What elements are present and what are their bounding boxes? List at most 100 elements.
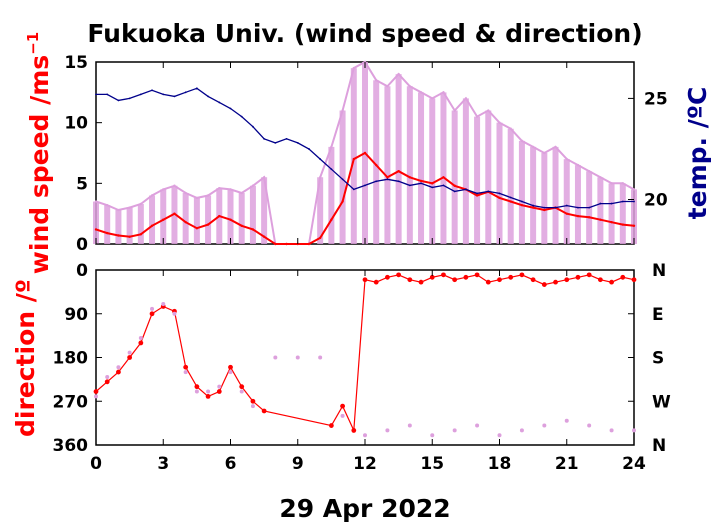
temp-point xyxy=(588,206,591,209)
dir_inst-point xyxy=(94,394,98,399)
wind_mean-point xyxy=(509,200,512,203)
wind-speed-axis-label: wind speed /ms−1 xyxy=(24,32,54,274)
compass-tick-label: N xyxy=(652,261,666,281)
temp-point xyxy=(442,184,445,187)
x-tick-label: 15 xyxy=(420,454,444,474)
dir-y-tick-label: 90 xyxy=(64,305,88,325)
x-tick-label: 9 xyxy=(292,454,304,474)
dir_inst-point xyxy=(363,433,367,438)
dir_inst-point xyxy=(452,428,457,433)
x-tick-label: 6 xyxy=(225,454,237,474)
dir-y-tick-label: 180 xyxy=(53,349,89,369)
wind_mean-point xyxy=(173,212,176,215)
dir_inst-point xyxy=(497,433,502,438)
wind_mean-point xyxy=(229,218,232,221)
wind_gust-point xyxy=(610,182,613,185)
x-axis-label: 29 Apr 2022 xyxy=(279,494,450,523)
dir_inst-point xyxy=(161,302,166,307)
dir_inst-point xyxy=(228,370,233,375)
dir-y-tick-label: 360 xyxy=(53,436,89,456)
dir_inst-point xyxy=(632,428,636,433)
temp-point xyxy=(285,137,288,140)
temp-point xyxy=(509,196,512,199)
wind_mean-point xyxy=(442,176,445,179)
dir_inst-point xyxy=(194,389,199,394)
wind_gust-point xyxy=(475,115,479,118)
wind_mean-point xyxy=(475,194,479,197)
temp-point xyxy=(621,200,624,203)
wind_mean-point xyxy=(408,176,412,179)
wind_gust-point xyxy=(587,170,591,173)
wind_gust-point xyxy=(576,163,580,167)
temp-point xyxy=(521,200,523,203)
wind_mean-point xyxy=(330,218,333,221)
wind_gust-point xyxy=(150,194,154,197)
compass-tick-label: S xyxy=(652,349,664,369)
wind_mean-point xyxy=(206,223,210,226)
temp-point xyxy=(577,206,579,209)
dir_inst-point xyxy=(340,413,345,418)
wind_gust-point xyxy=(375,79,378,82)
dir_inst-point xyxy=(385,428,390,433)
wind_mean-point xyxy=(576,214,580,218)
wind_mean-point xyxy=(363,151,367,155)
temp-point xyxy=(375,180,378,183)
wind_mean-point xyxy=(543,208,546,212)
wind_mean-point xyxy=(274,242,277,246)
wind_gust-point xyxy=(218,186,221,190)
compass-tick-label: E xyxy=(652,305,664,325)
wind_mean-point xyxy=(307,242,311,246)
compass-tick-label: W xyxy=(652,392,671,412)
wind-speed-axis-sup: −1 xyxy=(24,32,42,55)
temp-point xyxy=(341,178,344,181)
dir-y-tick-label: 0 xyxy=(76,261,88,281)
x-tick-label: 24 xyxy=(622,454,646,474)
temperature-axis-label: temp. /ºC xyxy=(683,87,712,220)
temp-point xyxy=(207,95,209,98)
wind_mean-point xyxy=(520,203,524,207)
wind_gust-point xyxy=(240,191,243,195)
dir_inst-point xyxy=(295,355,300,360)
wind_mean-point xyxy=(150,224,154,227)
wind_gust-point xyxy=(487,109,490,112)
temp-y-tick-label: 25 xyxy=(644,89,668,109)
wind_mean-point xyxy=(285,242,288,246)
wind_gust-point xyxy=(498,121,501,124)
wind_gust-point xyxy=(442,91,445,94)
wind_mean-point xyxy=(565,212,568,215)
temp-point xyxy=(386,178,389,181)
wind_gust-point xyxy=(330,145,333,149)
wind_gust-point xyxy=(531,145,535,149)
wind_gust-point xyxy=(206,194,210,197)
temp-point xyxy=(162,93,165,96)
dir_inst-point xyxy=(519,428,524,433)
wind-y-tick-label: 0 xyxy=(76,235,88,255)
wind_gust-point xyxy=(262,176,266,179)
temp-point xyxy=(240,115,243,118)
wind_mean-point xyxy=(240,224,243,227)
wind_gust-point xyxy=(117,208,120,212)
wind_gust-point xyxy=(520,139,524,143)
dir_inst-point xyxy=(206,389,211,394)
dir_inst-point xyxy=(116,365,121,370)
temp-point xyxy=(408,184,411,187)
temp-point xyxy=(308,148,310,150)
temp-point xyxy=(420,182,422,185)
wind_gust-point xyxy=(195,196,199,200)
tick-layer: 0 3 6 9 12 15 18 21 24 0 5 10 15 20 25 0 N 90 E 180 S 270 W 360… xyxy=(53,53,672,474)
wind_mean-point xyxy=(610,220,613,224)
dir-mean-line xyxy=(95,274,635,433)
wind_mean-point xyxy=(386,176,389,179)
wind_gust-point xyxy=(408,85,412,88)
wind_mean-point xyxy=(106,231,109,235)
dir_inst-point xyxy=(318,355,323,360)
dir_inst-point xyxy=(183,370,188,375)
dir_inst-point xyxy=(542,423,547,428)
dir_inst-point xyxy=(105,374,110,379)
wind_mean-point xyxy=(453,184,456,187)
wind_gust-point xyxy=(599,176,602,179)
wind_gust-point xyxy=(621,182,624,185)
wind_mean-point xyxy=(162,218,165,221)
wind_gust-point xyxy=(139,202,143,206)
